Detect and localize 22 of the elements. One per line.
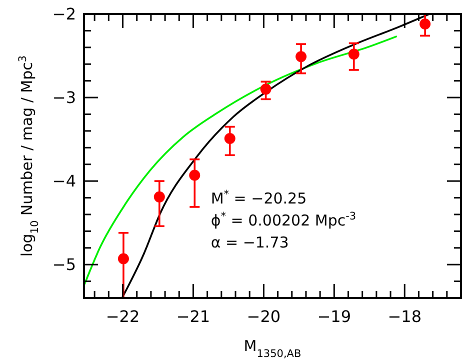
y-tick-label: −2	[52, 4, 76, 24]
x-tick-label: −22	[106, 307, 140, 326]
y-tick-label: −5	[52, 255, 76, 274]
y-tick-label: −4	[52, 172, 76, 191]
x-tick-label: −18	[388, 307, 422, 326]
annotation: ϕ$^{*}$ = 0.00202 Mpc$^{-3}$	[210, 210, 356, 230]
point	[260, 84, 272, 95]
point	[154, 191, 165, 202]
x-tick-label: −19	[317, 307, 352, 326]
x-tick-label: −21	[176, 307, 210, 326]
line-series	[84, 36, 398, 285]
point	[420, 18, 431, 30]
point	[189, 170, 200, 181]
annotation: M$^{*}$ = −20.25	[210, 188, 307, 208]
point	[296, 51, 307, 62]
point	[348, 48, 360, 60]
y-tick-label: −3	[52, 88, 76, 108]
x-tick-label: −20	[246, 307, 281, 326]
point	[224, 132, 236, 144]
point	[118, 253, 129, 264]
annotation: α = −1.73	[210, 234, 289, 252]
x-axis-title: M$_{1350,AB}$	[244, 337, 302, 359]
